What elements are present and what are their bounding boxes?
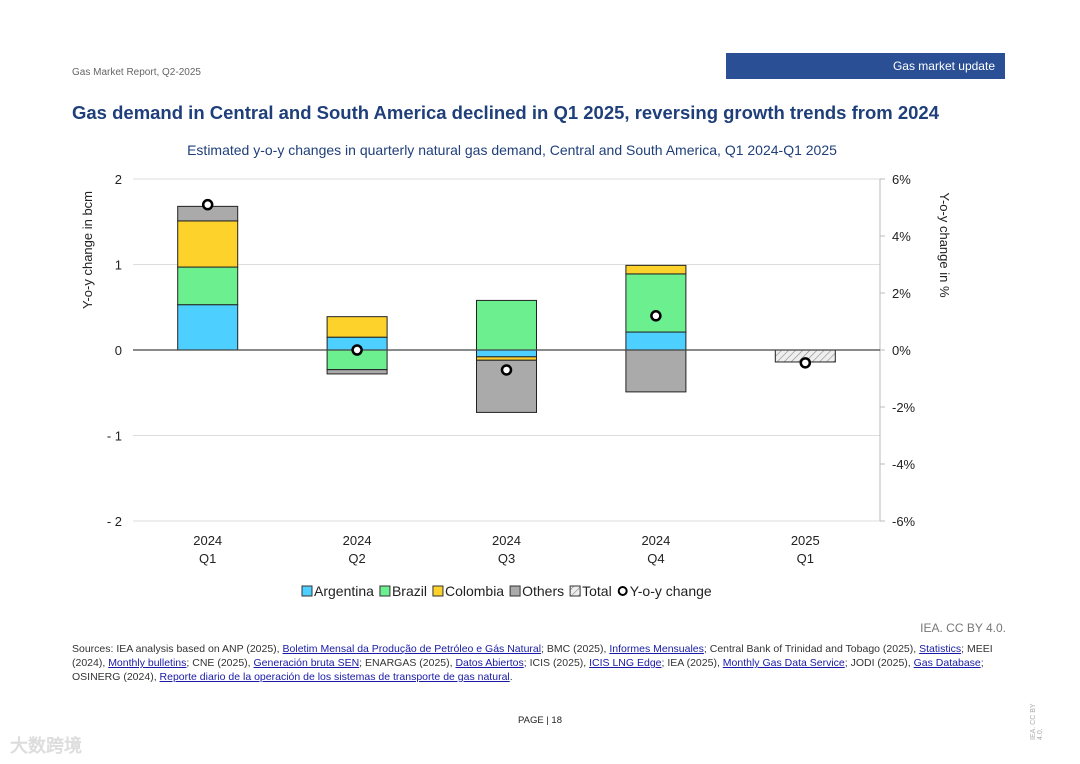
legend-label: Others <box>522 583 564 599</box>
bar-colombia <box>476 356 537 361</box>
y-axis-label: Y-o-y change in bcm <box>80 191 95 309</box>
legend-swatch <box>432 585 444 597</box>
y2-tick-label: -6% <box>892 514 916 529</box>
yoy-point <box>650 310 662 322</box>
source-text: ; JODI (2025), <box>844 657 914 669</box>
source-text: ; CNE (2025), <box>186 657 254 669</box>
bar-argentina <box>476 349 537 358</box>
page-number: PAGE | 18 <box>517 715 562 726</box>
y-tick-label: - 1 <box>107 429 122 444</box>
bar-brazil <box>476 299 537 351</box>
bar-brazil <box>177 266 239 306</box>
legend-yoy-icon <box>617 586 628 596</box>
source-link[interactable]: Informes Mensuales <box>609 643 704 655</box>
legend-label: Y-o-y change <box>630 583 712 599</box>
source-text: . <box>509 671 513 683</box>
bar-colombia <box>326 316 388 338</box>
x-tick-quarter: Q1 <box>199 551 216 566</box>
source-link[interactable]: Monthly bulletins <box>108 657 187 669</box>
legend-label: Colombia <box>445 583 504 599</box>
y-tick-label: 2 <box>115 172 122 187</box>
source-link[interactable]: Monthly Gas Data Service <box>722 657 845 669</box>
source-text: ; BMC (2025), <box>541 643 610 655</box>
legend-swatch <box>379 585 391 597</box>
legend-label: Brazil <box>392 583 427 599</box>
yoy-point <box>201 198 214 211</box>
source-link[interactable]: Generación bruta SEN <box>253 657 360 669</box>
source-text: ; Central Bank of Trinidad and Tobago (2… <box>703 643 920 655</box>
bar-brazil <box>625 273 687 333</box>
y2-tick-label: 4% <box>892 229 911 244</box>
x-tick-year: 2024 <box>492 533 521 548</box>
watermark: 大数跨境 <box>10 736 82 756</box>
side-license: IEA. CC BY 4.0. <box>1030 703 1044 740</box>
source-text: ; MEEI (2024), <box>72 643 993 669</box>
report-title: Gas Market Report, Q2-2025 <box>72 67 201 78</box>
chart-title: Estimated y-o-y changes in quarterly nat… <box>187 142 837 158</box>
credit: IEA. CC BY 4.0. <box>920 621 1006 635</box>
bar-others <box>625 349 687 393</box>
legend-swatch <box>569 585 581 597</box>
legend-label: Total <box>582 583 612 599</box>
y-tick-label: 1 <box>115 258 122 273</box>
x-tick-year: 2025 <box>791 533 820 548</box>
yoy-point <box>500 364 513 376</box>
legend-label: Argentina <box>314 583 374 599</box>
y-tick-label: - 2 <box>107 514 122 529</box>
legend-swatch <box>509 585 521 597</box>
bar-colombia <box>625 264 687 275</box>
source-link[interactable]: Gas Database <box>913 657 981 669</box>
headline: Gas demand in Central and South America … <box>72 102 940 123</box>
source-link[interactable]: Reporte diario de la operación de los si… <box>159 671 510 683</box>
bar-colombia <box>177 220 239 268</box>
y2-tick-label: -4% <box>892 457 916 472</box>
source-link[interactable]: Statistics <box>919 643 962 655</box>
x-tick-year: 2024 <box>641 533 670 548</box>
x-tick-quarter: Q3 <box>498 551 515 566</box>
y-tick-label: 0 <box>115 343 122 358</box>
y2-tick-label: -2% <box>892 400 916 415</box>
x-tick-quarter: Q1 <box>797 551 814 566</box>
bar-argentina <box>177 304 239 351</box>
y2-axis-label: Y-o-y change in % <box>937 192 952 297</box>
source-text: ; IEA (2025), <box>661 657 723 669</box>
chart: - 2 - 1 0 1 2 -6% -4% -2% 0% 2% 4% 6% Y-o-y change i… <box>80 172 952 599</box>
legend-swatch <box>301 585 313 597</box>
yoy-point <box>799 357 812 369</box>
bar-others <box>326 369 388 375</box>
y2-tick-label: 6% <box>892 172 911 187</box>
section-badge: Gas market update <box>726 53 1005 79</box>
source-text: ; ICIS (2025), <box>523 657 590 669</box>
yoy-point <box>351 344 363 356</box>
source-link[interactable]: Boletim Mensal da Produção de Petróleo e… <box>282 643 542 655</box>
y2-tick-label: 0% <box>892 343 911 358</box>
y2-tick-label: 2% <box>892 286 911 301</box>
x-tick-quarter: Q2 <box>348 551 365 566</box>
source-text: ; OSINERG (2024), <box>72 657 984 683</box>
x-tick-quarter: Q4 <box>647 551 664 566</box>
source-link[interactable]: Datos Abiertos <box>455 657 524 669</box>
sources: Sources: IEA analysis based on ANP (2025… <box>72 642 1012 684</box>
x-tick-year: 2024 <box>193 533 222 548</box>
source-text: Sources: IEA analysis based on ANP (2025… <box>72 643 283 655</box>
x-tick-year: 2024 <box>343 533 372 548</box>
source-text: ; ENARGAS (2025), <box>359 657 456 669</box>
source-link[interactable]: ICIS LNG Edge <box>589 657 662 669</box>
bar-argentina <box>625 331 687 351</box>
